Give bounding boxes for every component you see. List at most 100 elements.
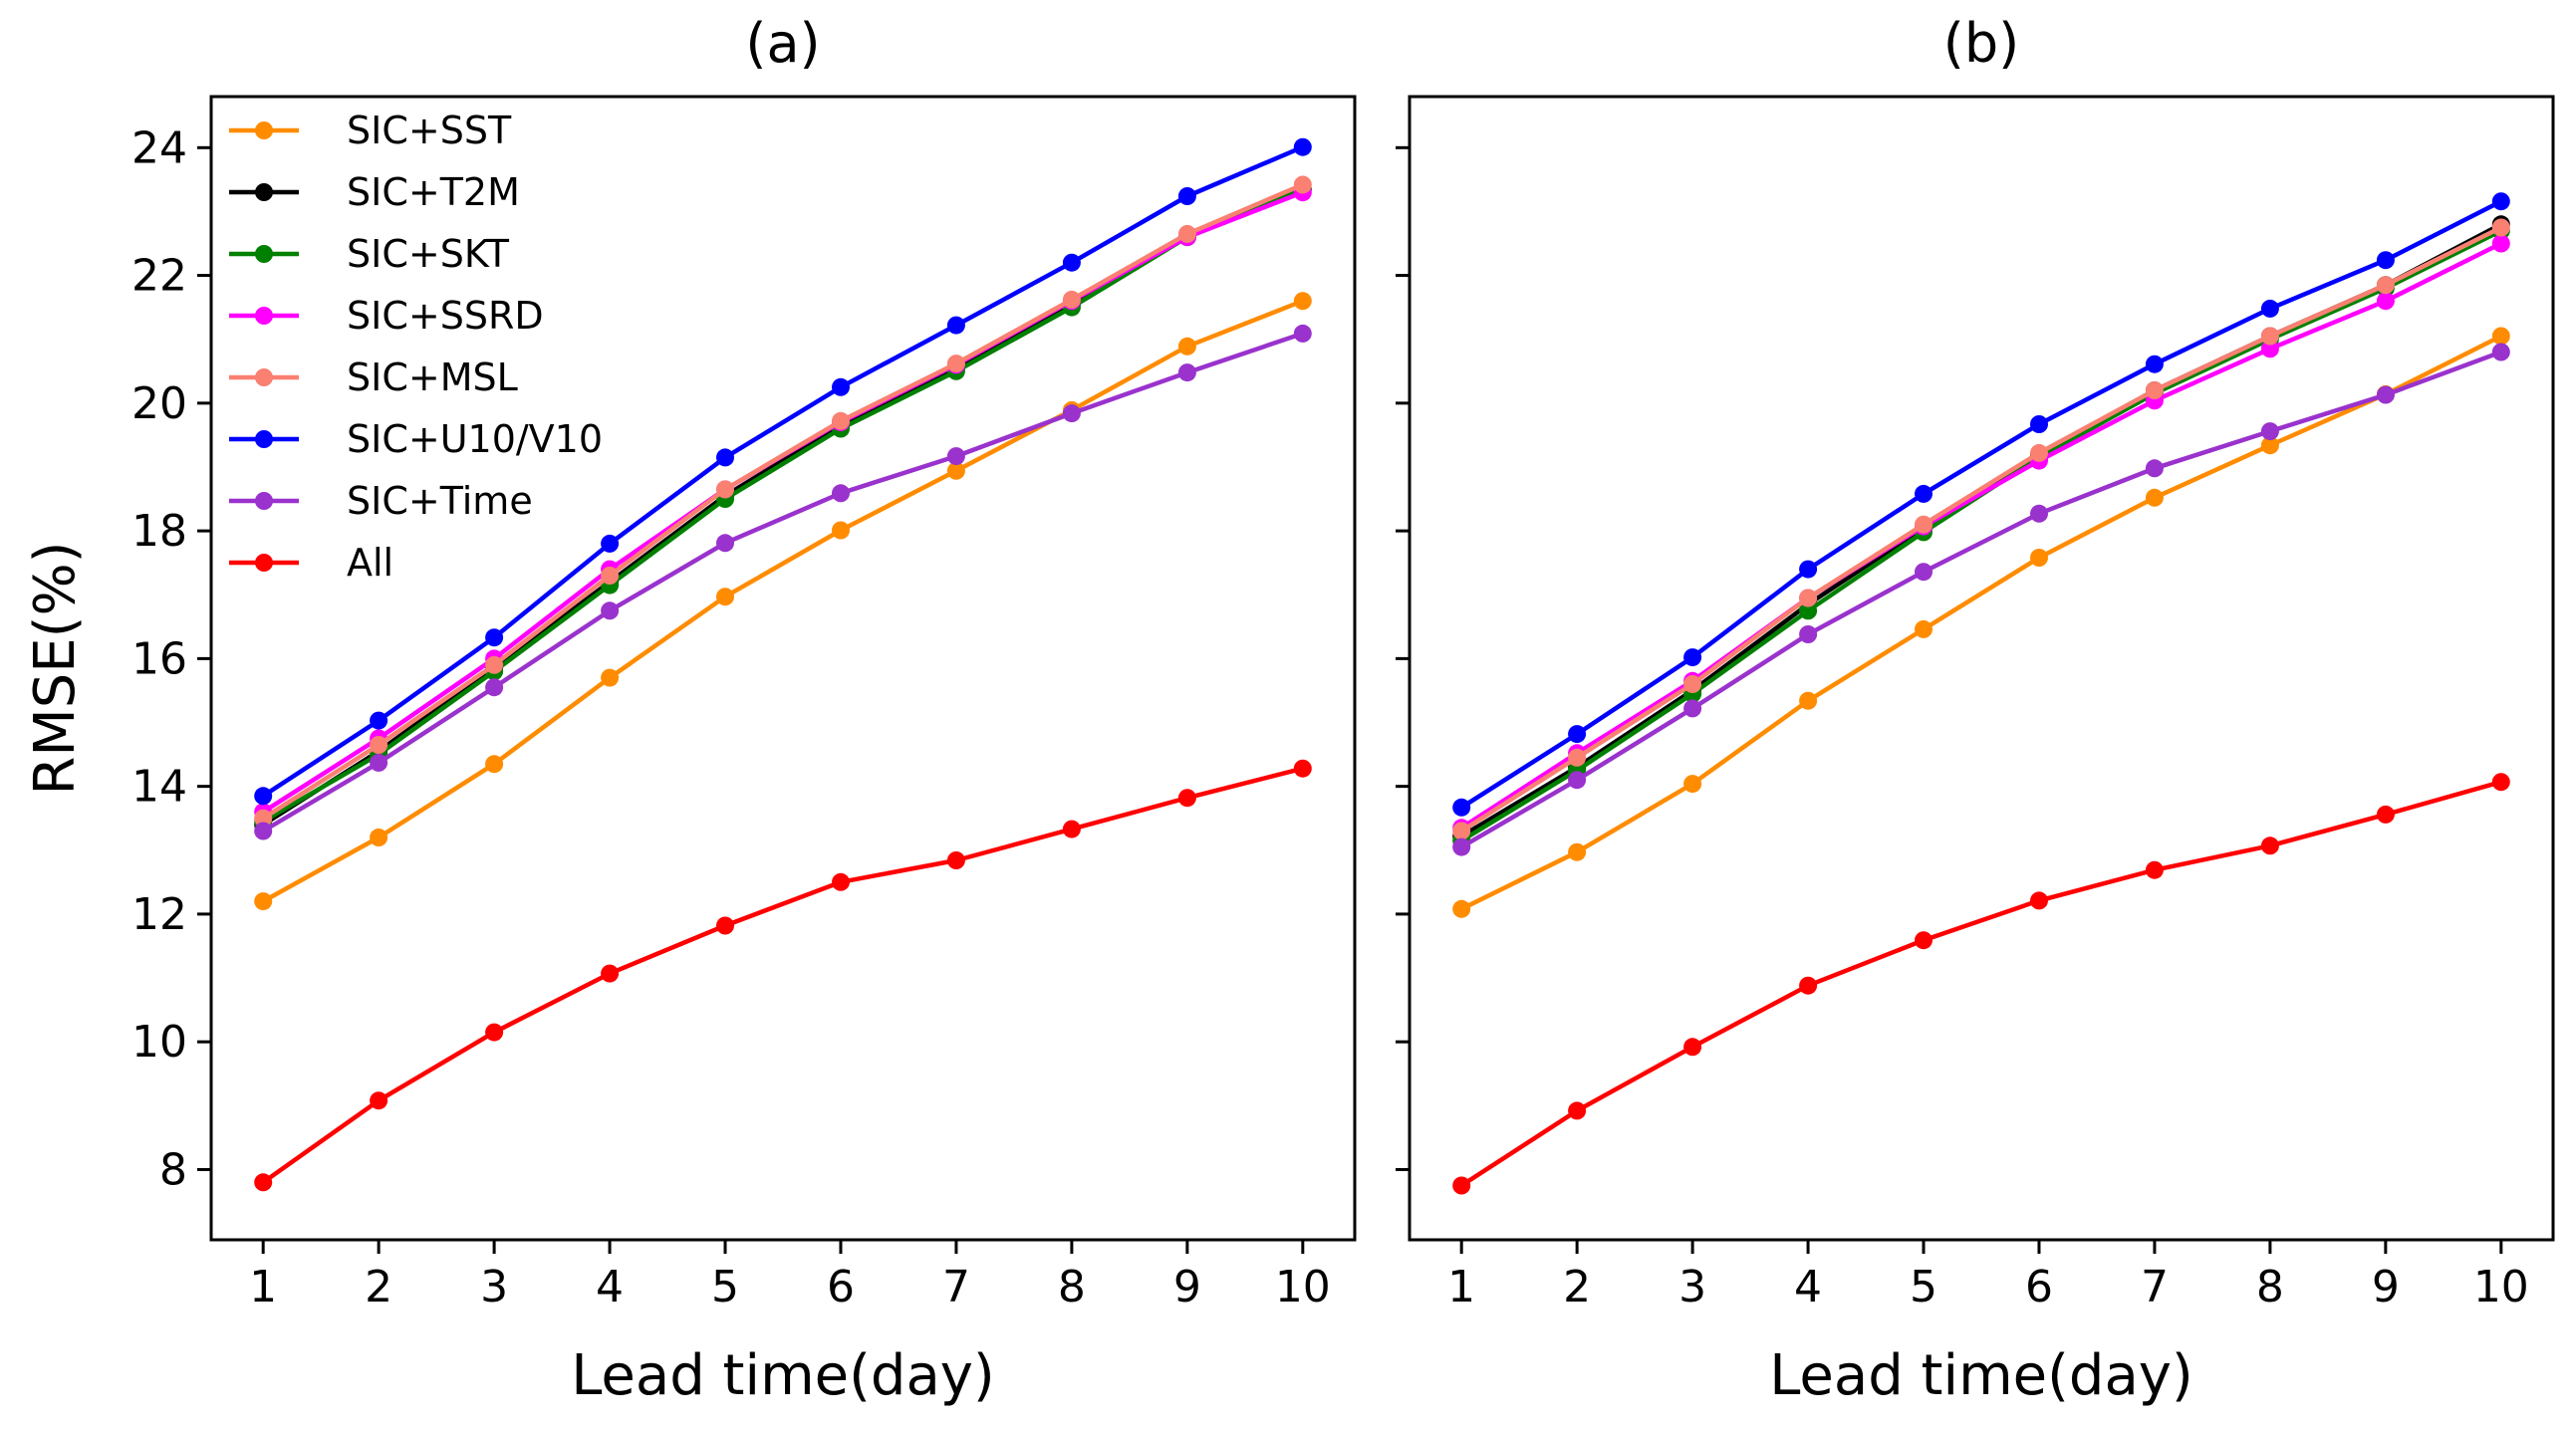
- panel-a-point-sic-sst-day-10: [1293, 292, 1312, 311]
- panel-b-line-sic-time: [1458, 350, 2504, 849]
- panel-b-xtick-label-2: 2: [1563, 1262, 1591, 1312]
- panel-a-point-sic-sst-day-9: [1177, 337, 1196, 356]
- legend-marker-sic-u10-v10: [255, 430, 273, 448]
- legend-marker-sic-skt: [255, 245, 273, 263]
- panel-b-point-sic-msl-day-3: [1683, 675, 1702, 693]
- panel-b-point-sic-u10-v10-day-2: [1568, 725, 1587, 744]
- panel-a-line-sic-u10-v10: [260, 144, 1306, 799]
- panel-b-xtick-label-4: 4: [1794, 1262, 1822, 1312]
- legend-label-sic-t2m: SIC+T2M: [347, 170, 520, 214]
- panel-b-line-all: [1458, 779, 2504, 1188]
- panel-a-point-sic-sst-day-5: [716, 588, 734, 606]
- panel-a-point-all-day-3: [485, 1023, 504, 1042]
- panel-a-y-axis-label: RMSE(%): [23, 541, 88, 795]
- panel-a-point-all-day-9: [1177, 789, 1196, 808]
- panel-a-point-sic-u10-v10-day-7: [946, 316, 965, 335]
- panel-a-point-sic-msl-day-5: [716, 480, 734, 499]
- panel-a-ytick-label-18: 18: [131, 506, 187, 557]
- panel-b-xtick-label-10: 10: [2473, 1262, 2529, 1312]
- panel-a-xtick-label-2: 2: [365, 1262, 392, 1312]
- panel-b-point-sic-time-day-3: [1683, 699, 1702, 718]
- panel-a-series-sic-msl: [254, 175, 1312, 828]
- panel-b-point-sic-time-day-4: [1799, 625, 1818, 643]
- panel-a-xtick-label-8: 8: [1058, 1262, 1086, 1312]
- panel-a-point-sic-msl-day-8: [1062, 290, 1081, 309]
- panel-b-line-sic-sst: [1458, 334, 2504, 912]
- panel-b-point-sic-skt-day-4: [1799, 601, 1818, 620]
- panel-b-title: (b): [1943, 12, 2019, 75]
- panel-b-series-all: [1452, 773, 2510, 1195]
- panel-a-ytick-label-12: 12: [131, 889, 187, 940]
- panel-b-point-sic-msl-day-2: [1568, 748, 1587, 767]
- panel-b-series-sic-u10-v10: [1452, 192, 2510, 817]
- panel-a-point-sic-sst-day-3: [485, 755, 504, 774]
- panel-b-point-sic-u10-v10-day-6: [2030, 415, 2048, 433]
- panel-b-point-sic-msl-day-10: [2491, 218, 2510, 237]
- panel-a-point-sic-time-day-10: [1293, 324, 1312, 343]
- panel-b-xtick-label-9: 9: [2372, 1262, 2400, 1312]
- panel-a-xtick-label-10: 10: [1275, 1262, 1331, 1312]
- legend-label-sic-skt: SIC+SKT: [347, 232, 510, 276]
- panel-b-point-sic-time-day-8: [2260, 422, 2279, 441]
- panel-b-point-sic-u10-v10-day-1: [1452, 798, 1471, 817]
- panel-a-xtick-label-9: 9: [1173, 1262, 1201, 1312]
- panel-a-x-axis-label: Lead time(day): [571, 1343, 995, 1408]
- panel-b-point-sic-time-day-2: [1568, 771, 1587, 790]
- panel-b-point-sic-u10-v10-day-8: [2260, 299, 2279, 318]
- panel-a-point-sic-msl-day-7: [946, 355, 965, 373]
- panel-a-line-sic-time: [260, 331, 1306, 834]
- panel-b-point-sic-u10-v10-day-10: [2491, 192, 2510, 211]
- panel-a-ytick-label-14: 14: [131, 762, 187, 813]
- panel-b-point-sic-sst-day-1: [1452, 899, 1471, 918]
- panel-a-point-all-day-7: [946, 851, 965, 869]
- panel-b-point-sic-msl-day-1: [1452, 822, 1471, 840]
- panel-a-line-sic-skt: [260, 186, 1306, 825]
- panel-b-point-sic-u10-v10-day-7: [2145, 355, 2164, 373]
- panel-a-point-sic-u10-v10-day-9: [1177, 187, 1196, 205]
- panel-b-point-sic-time-day-9: [2376, 385, 2395, 404]
- panel-a-point-sic-time-day-9: [1177, 363, 1196, 382]
- panel-a-point-all-day-8: [1062, 820, 1081, 838]
- panel-b-xtick-label-8: 8: [2256, 1262, 2284, 1312]
- panel-b-point-sic-u10-v10-day-4: [1799, 560, 1818, 579]
- panel-b-point-sic-msl-day-8: [2260, 327, 2279, 346]
- panel-b-point-all-day-3: [1683, 1038, 1702, 1057]
- panel-b-xtick-label-1: 1: [1447, 1262, 1475, 1312]
- panel-b-point-all-day-4: [1799, 976, 1818, 995]
- panel-b-point-sic-sst-day-7: [2145, 488, 2164, 507]
- panel-b-point-sic-sst-day-10: [2491, 327, 2510, 346]
- panel-b-point-sic-time-day-7: [2145, 459, 2164, 478]
- legend-label-sic-ssrd: SIC+SSRD: [347, 294, 544, 338]
- panel-b-line-sic-skt: [1458, 228, 2504, 843]
- legend-marker-sic-sst: [255, 121, 273, 139]
- panel-b-xtick-label-3: 3: [1678, 1262, 1706, 1312]
- panel-b-point-all-day-1: [1452, 1176, 1471, 1195]
- panel-b-point-sic-sst-day-5: [1915, 619, 1932, 638]
- panel-a-point-sic-msl-day-4: [601, 567, 620, 585]
- panel-a-point-sic-u10-v10-day-10: [1293, 137, 1312, 156]
- panel-a-point-sic-time-day-5: [716, 534, 734, 553]
- panel-b-point-all-day-10: [2491, 773, 2510, 792]
- panel-a-legend: SIC+SST SIC+T2M SIC+SKT SIC+SSRD SIC+MSL SIC+…: [229, 109, 603, 585]
- panel-a-point-sic-time-day-7: [946, 447, 965, 466]
- panel-a-point-sic-msl-day-9: [1177, 224, 1196, 243]
- panel-a-line-all: [260, 766, 1306, 1185]
- panel-a-point-sic-time-day-6: [832, 484, 850, 503]
- panel-a-ytick-label-22: 22: [131, 251, 187, 302]
- panel-a-ytick-label-8: 8: [159, 1144, 187, 1195]
- panel-b-point-sic-msl-day-4: [1799, 589, 1818, 607]
- panel-b-point-sic-time-day-1: [1452, 837, 1471, 856]
- panel-a-xtick-label-5: 5: [711, 1262, 739, 1312]
- panel-a-point-all-day-1: [254, 1173, 273, 1192]
- panel-a-point-sic-u10-v10-day-2: [370, 711, 388, 730]
- panel-a-xtick-label-1: 1: [249, 1262, 277, 1312]
- panel-a-point-sic-msl-day-1: [254, 809, 273, 828]
- panel-a-point-sic-u10-v10-day-1: [254, 787, 273, 806]
- panel-b-point-sic-sst-day-6: [2030, 549, 2048, 567]
- panel-a-point-sic-time-day-2: [370, 753, 388, 772]
- panel-a-xtick-label-4: 4: [596, 1262, 624, 1312]
- panel-a-point-sic-u10-v10-day-8: [1062, 253, 1081, 272]
- panel-a-point-sic-time-day-3: [485, 678, 504, 697]
- panel-b-point-sic-u10-v10-day-9: [2376, 251, 2395, 270]
- panel-b-point-sic-sst-day-3: [1683, 775, 1702, 794]
